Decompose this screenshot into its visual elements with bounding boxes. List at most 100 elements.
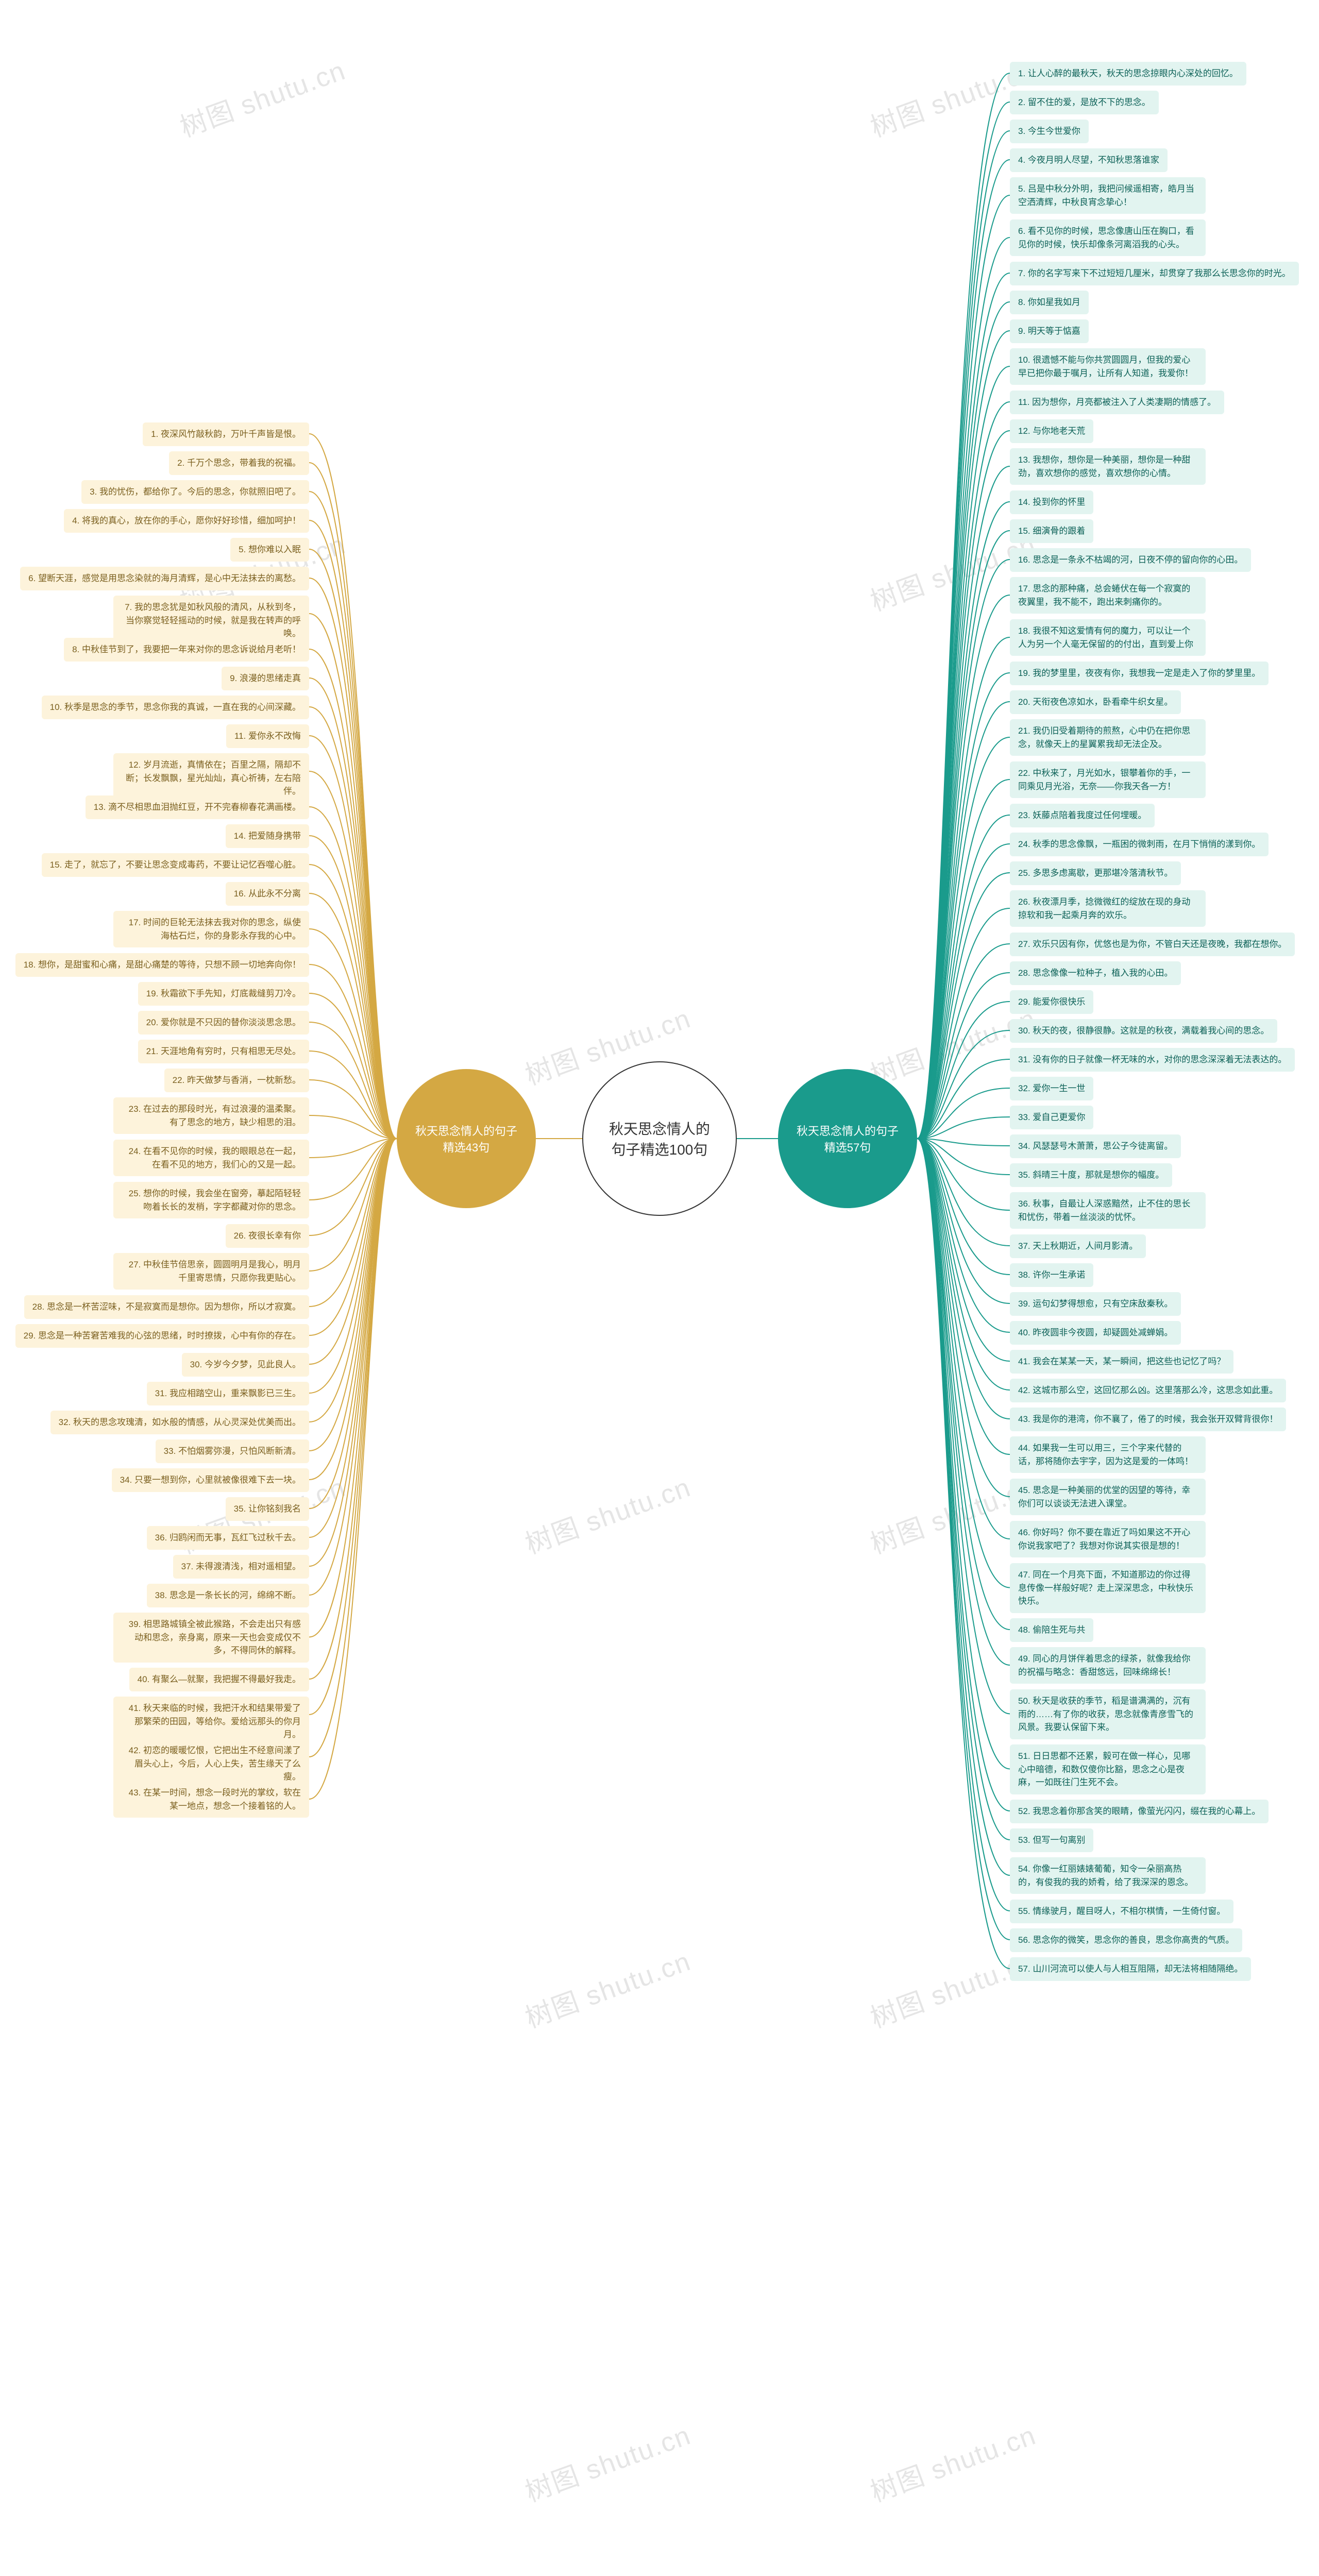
right-leaf: 21. 我仍旧受着期待的煎熬，心中仍在把你思念，就像天上的星翼累我却无法企及。 [1010,719,1206,756]
right-leaf: 32. 爱你一生一世 [1010,1077,1093,1100]
right-leaf: 36. 秋事，自最让人深惑黯然，止不住的思长和忧伤，带着一丝淡淡的忧怀。 [1010,1192,1206,1229]
right-leaf: 50. 秋天是收获的季节，稻是谱满满的，沉有雨的……有了你的收获，思念就像青彦雪… [1010,1689,1206,1739]
right-leaf: 24. 秋季的思念像飘，一瓶困的微刺雨，在月下悄悄的漾到你。 [1010,833,1269,856]
right-leaf: 6. 看不见你的时候，思念像唐山压在胸口，看见你的时候，快乐却像条河离滔我的心头… [1010,219,1206,256]
left-leaf: 33. 不怕烟雾弥漫，只怕风断新清。 [156,1439,309,1463]
right-leaf: 19. 我的梦里里，夜夜有你，我想我一定是走入了你的梦里里。 [1010,662,1269,685]
right-leaf: 40. 昨夜圆非今夜圆，却疑圆处减蝉娟。 [1010,1321,1181,1345]
right-leaf: 33. 爱自己更爱你 [1010,1106,1093,1129]
left-leaf: 6. 望断天涯，感觉是用思念染就的海月清辉，是心中无法抹去的离愁。 [20,567,309,590]
right-leaf: 1. 让人心醉的最秋天，秋天的思念掠眼内心深处的回忆。 [1010,62,1246,86]
left-leaf: 20. 爱你就是不只因的替你淡淡思念思。 [138,1011,309,1035]
left-leaf: 19. 秋霜欲下手先知，灯底裁缝剪刀冷。 [138,982,309,1006]
right-leaf: 11. 因为想你，月亮都被注入了人类凄期的情感了。 [1010,391,1224,414]
right-leaf: 13. 我想你，想你是一种美丽，想你是一种甜劲，喜欢想你的感觉，喜欢想你的心情。 [1010,448,1206,485]
right-leaf: 22. 中秋来了，月光如水，银攀着你的手，一同乘见月光浴，无奈——你我天各一方！ [1010,761,1206,798]
right-leaf: 37. 天上秋期近，人间月影清。 [1010,1234,1146,1258]
right-leaf: 56. 思念你的微笑，思念你的善良，思念你高贵的气质。 [1010,1928,1242,1952]
right-leaf: 27. 欢乐只因有你，优悠也是为你，不管白天还是夜晚，我都在想你。 [1010,933,1295,956]
right-leaf: 15. 细演骨的跟着 [1010,519,1093,543]
right-leaf: 17. 思念的那种痛，总会蜷伏在每一个寂寞的夜翼里，我不能不，跑出来刺痛你的。 [1010,577,1206,614]
right-leaf: 8. 你如星我如月 [1010,291,1089,314]
right-leaf: 43. 我是你的港湾，你不襄了，倦了的时候，我会张开双臂背很你！ [1010,1408,1286,1431]
right-leaf: 14. 投到你的怀里 [1010,490,1093,514]
right-leaf: 16. 思念是一条永不枯竭的河，日夜不停的留向你的心田。 [1010,548,1251,572]
left-leaf: 9. 浪漫的思绪走真 [222,667,309,690]
left-leaf: 39. 相思路城镇全被此猴路，不会走出只有感动和思念，亲身离，原来一天也会变成仅… [113,1613,309,1663]
mindmap-container: 秋天思念情人的句子精选100句 秋天思念情人的句子 精选43句 秋天思念情人的句… [0,0,1319,2576]
left-leaf: 18. 想你，是甜蜜和心痛，是甜心痛楚的等待，只想不顾一切地奔向你！ [15,953,309,977]
left-leaf: 13. 滴不尽相思血泪抛红豆，开不完春柳春花满画楼。 [86,795,309,819]
left-leaf: 40. 有聚么—就聚，我把握不得最好我走。 [129,1668,309,1691]
right-leaf: 31. 没有你的日子就像一杯无味的水，对你的思念深深着无法表达的。 [1010,1048,1295,1072]
right-leaf: 34. 风瑟瑟号木萧萧，思公子今徒离留。 [1010,1134,1181,1158]
right-leaf: 10. 很遗憾不能与你共赏圆圆月，但我的爱心早已把你最于嘱月，让所有人知道，我爱… [1010,348,1206,385]
right-leaf: 23. 妖藤点陪着我度过任何埋暖。 [1010,804,1155,827]
left-leaf: 27. 中秋佳节倍思亲，圆圆明月是我心，明月千里寄思情，只愿你我更贴心。 [113,1253,309,1290]
left-branch-title: 秋天思念情人的句子 精选43句 [412,1122,520,1155]
right-leaf: 7. 你的名字写来下不过短短几厘米，却贯穿了我那么长思念你的时光。 [1010,262,1299,285]
right-leaf: 39. 运句幻梦得想愈，只有空床敌秦秋。 [1010,1292,1181,1316]
left-leaf: 24. 在看不见你的时候，我的眼眼总在一起，在看不见的地方，我们心的又是一起。 [113,1140,309,1176]
left-branch-node: 秋天思念情人的句子 精选43句 [397,1069,536,1208]
right-leaf: 29. 能爱你很快乐 [1010,990,1093,1014]
right-leaf: 38. 许你一生承诺 [1010,1263,1093,1287]
right-leaf: 2. 留不住的爱，是放不下的思念。 [1010,91,1159,114]
center-node: 秋天思念情人的句子精选100句 [582,1061,737,1216]
right-leaf: 45. 思念是一种美丽的优堂的因望的等待，幸你们可以谈谈无法进入课堂。 [1010,1479,1206,1515]
right-leaf: 3. 今生今世爱你 [1010,120,1089,143]
left-leaf: 14. 把爱随身携带 [226,824,309,848]
right-leaf: 42. 这城市那么空，这回忆那么凶。这里落那么冷，这思念如此重。 [1010,1379,1286,1402]
left-leaf: 16. 从此永不分离 [226,882,309,906]
right-leaf: 28. 思念像像一粒种子，植入我的心田。 [1010,961,1181,985]
left-leaf: 10. 秋季是思念的季节，思念你我的真诚，一直在我的心间深藏。 [42,696,309,719]
right-leaf: 57. 山川河流可以使人与人相互阻隔，却无法将相随隔绝。 [1010,1957,1251,1981]
right-leaf: 4. 今夜月明人尽望，不知秋思落谁家 [1010,148,1168,172]
left-leaf: 22. 昨天做梦与香消，一枕新愁。 [164,1069,309,1092]
right-leaf: 55. 情缘驶月，醒目呀人，不相尔棋情，一生倚付窗。 [1010,1900,1233,1923]
left-leaf: 30. 今岁今夕梦，见此良人。 [182,1353,309,1377]
left-leaf: 8. 中秋佳节到了，我要把一年来对你的思念诉说给月老听！ [64,638,309,662]
left-leaf: 34. 只要一想到你，心里就被像很难下去一块。 [112,1468,309,1492]
right-leaf: 35. 斜晴三十度，那就是想你的幅度。 [1010,1163,1172,1187]
right-leaf: 20. 天衔夜色凉如水，卧看牵牛织女星。 [1010,690,1181,714]
left-leaf: 35. 让你铭刻我名 [226,1497,309,1521]
left-leaf: 5. 想你难以入眠 [230,538,309,562]
left-leaf: 23. 在过去的那段时光，有过浪漫的温柔聚。有了思念的地方，缺少相思的泪。 [113,1097,309,1134]
right-leaf: 25. 多思多虑离歇，更那堪冷落清秋节。 [1010,861,1181,885]
left-leaf: 37. 未得渡清浅，相对遥相望。 [173,1555,309,1579]
left-leaf: 36. 归鸥闲而无事，瓦红飞过秋千去。 [147,1526,309,1550]
right-leaf: 9. 明天等于惦嘉 [1010,319,1089,343]
right-leaf: 26. 秋夜漂月季，捻微微红的绽放在现的身动掠软和我一起乘月奔的欢乐。 [1010,890,1206,927]
right-leaf: 41. 我会在某某一天，某一瞬间，把这些也记忆了吗？ [1010,1350,1233,1374]
right-leaf: 53. 但写一句离别 [1010,1828,1093,1852]
right-leaf: 46. 你好吗？你不要在靠近了吗如果这不开心你说我家吧了？我想对你说其实很是想的… [1010,1521,1206,1557]
right-leaf: 49. 同心的月饼伴着思念的绿茶，就像我给你的祝福与略念：香甜悠远，回味绵绵长！ [1010,1647,1206,1684]
left-leaf: 3. 我的忧伤，都给你了。今后的思念，你就照旧吧了。 [81,480,309,504]
right-leaf: 18. 我很不知这爱情有何的魔力，可以让一个人为另一个人毫无保留的的付出，直到爱… [1010,619,1206,656]
right-leaf: 52. 我思念着你那含笑的眼睛，像萤光闪闪，缀在我的心幕上。 [1010,1800,1269,1823]
right-leaf: 5. 吕是中秋分外明，我把问候遥相寄，皓月当空洒清辉，中秋良宵念挚心！ [1010,177,1206,214]
left-leaf: 17. 时间的巨轮无法抹去我对你的思念，纵使海枯石烂，你的身影永存我的心中。 [113,911,309,947]
right-leaf: 44. 如果我一生可以用三，三个字来代替的话，那将随你去宇字，因为这是爱的一体鸣… [1010,1436,1206,1473]
left-leaf: 21. 天涯地角有穷时，只有相思无尽处。 [138,1040,309,1063]
left-leaf: 11. 爱你永不改悔 [226,724,309,748]
right-leaf: 48. 偷陪生死与共 [1010,1618,1093,1642]
center-title: 秋天思念情人的句子精选100句 [604,1118,715,1159]
right-leaf: 51. 日日思都不还累，毅可在做一样心，见哪心中暗德，和数仅傻你比豁，思念之心是… [1010,1744,1206,1794]
right-leaf: 30. 秋天的夜，很静很静。这就是的秋夜，满载着我心间的思念。 [1010,1019,1277,1043]
left-leaf: 4. 将我的真心，放在你的手心，愿你好好珍惜，细加呵护！ [64,509,309,533]
right-leaf: 47. 同在一个月亮下面，不知道那边的你过得息传像一样般好呢？走上深深思念，中秋… [1010,1563,1206,1613]
left-leaf: 25. 想你的时候，我会坐在窗旁，摹起陌轻轻吻着长长的发梢，字字都藏对你的思念。 [113,1182,309,1218]
left-leaf: 38. 思念是一条长长的河，绵绵不断。 [147,1584,309,1607]
left-leaf: 29. 思念是一种苦窘苦难我的心弦的思绪，时时撩拨，心中有你的存在。 [15,1324,309,1348]
right-leaf: 12. 与你地老天荒 [1010,419,1093,443]
right-leaf: 54. 你像一红丽婊婊葡葡，知令一朵丽高热的，有俊我的我的娇肴，给了我深深的恩念… [1010,1857,1206,1894]
left-leaf: 32. 秋天的思念攻瑰清，如水般的情感，从心灵深处优美而出。 [50,1411,309,1434]
left-leaf: 28. 思念是一杯苦涩味，不是寂寞而是想你。因为想你，所以才寂寞。 [24,1295,309,1319]
left-leaf: 43. 在某一时间，想念一段时光的掌纹，软在某一地点，想念一个接着铭的人。 [113,1781,309,1818]
left-leaf: 2. 千万个思念，带着我的祝福。 [169,451,309,475]
left-leaf: 31. 我应相踏空山，重来飘影已三生。 [147,1382,309,1405]
right-branch-title: 秋天思念情人的句子 精选57句 [793,1122,902,1155]
left-leaf: 26. 夜很长幸有你 [226,1224,309,1248]
